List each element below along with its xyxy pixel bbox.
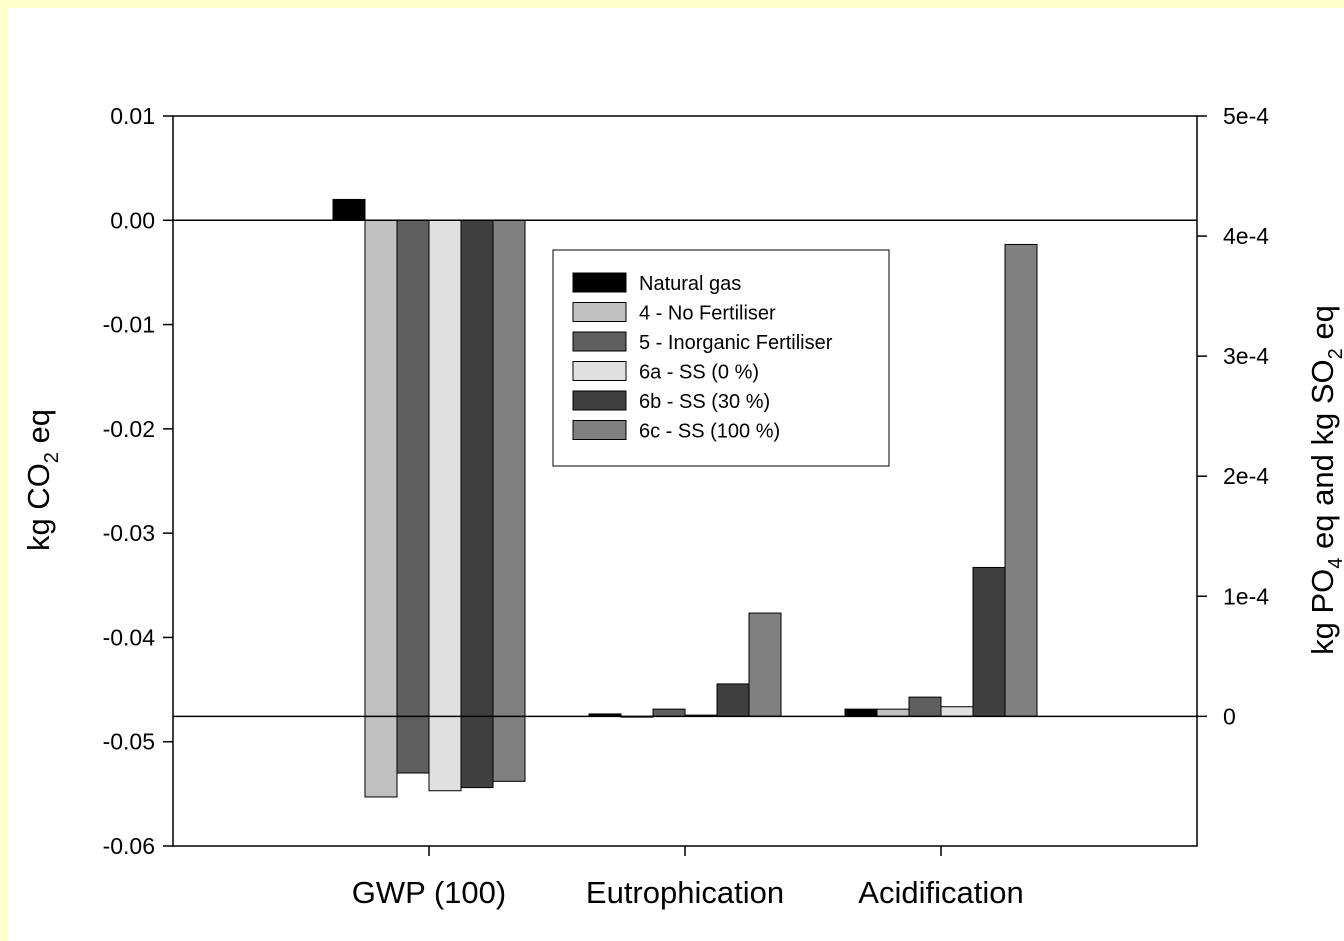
legend-label: 5 - Inorganic Fertiliser — [639, 332, 833, 354]
right-tick-label: 4e-4 — [1223, 223, 1269, 249]
plot-frame — [172, 115, 1198, 847]
legend-swatch — [572, 390, 627, 411]
right-axis-label: kg PO4 eq and kg SO2 eq — [1305, 305, 1344, 655]
bar-3-2 — [876, 708, 910, 717]
bar-3-4 — [940, 706, 974, 717]
right-tick-label: 1e-4 — [1223, 583, 1269, 609]
right-tick-label: 5e-4 — [1223, 103, 1269, 129]
bar-1-1 — [332, 198, 366, 221]
bar-1-2 — [364, 219, 398, 798]
bar-2-6 — [748, 612, 782, 717]
bar-3-3 — [908, 696, 942, 717]
bar-1-5 — [460, 219, 494, 789]
legend-label: 6b - SS (30 %) — [639, 391, 770, 413]
bar-2-5 — [716, 683, 750, 717]
legend-swatch — [572, 361, 627, 381]
bar-3-6 — [1004, 243, 1038, 717]
x-tick-label: Eutrophication — [586, 875, 784, 910]
bar-2-3 — [652, 708, 686, 717]
left-tick-label: 0.00 — [110, 207, 155, 233]
legend-swatch — [572, 331, 627, 352]
left-tick-label: -0.04 — [103, 624, 156, 650]
bar-1-3 — [396, 219, 430, 774]
legend-label: Natural gas — [639, 273, 741, 295]
bar-3-1 — [844, 708, 878, 717]
right-tick-label: 3e-4 — [1223, 343, 1269, 369]
figure-background — [8, 8, 1344, 941]
x-tick-label: GWP (100) — [352, 875, 506, 910]
left-tick-label: -0.05 — [103, 729, 155, 755]
left-tick-label: -0.02 — [103, 416, 155, 442]
right-tick-label: 2e-4 — [1223, 463, 1269, 489]
left-tick-label: -0.06 — [103, 833, 155, 859]
left-tick-label: -0.03 — [103, 520, 155, 546]
x-tick-label: Acidification — [858, 875, 1023, 910]
right-tick-label: 0 — [1223, 703, 1236, 729]
legend-swatch — [572, 302, 627, 322]
legend-swatch — [572, 272, 627, 293]
legend-label: 6c - SS (100 %) — [639, 421, 780, 443]
left-tick-label: -0.01 — [103, 312, 155, 338]
legend-label: 6a - SS (0 %) — [639, 362, 759, 384]
bar-1-6 — [492, 219, 526, 782]
left-tick-label: 0.01 — [110, 103, 155, 129]
legend-label: 4 - No Fertiliser — [639, 303, 776, 325]
bar-1-4 — [428, 219, 462, 792]
legend-swatch — [572, 420, 627, 440]
left-axis-label: kg CO2 eq — [21, 409, 63, 551]
bar-3-5 — [972, 566, 1006, 717]
